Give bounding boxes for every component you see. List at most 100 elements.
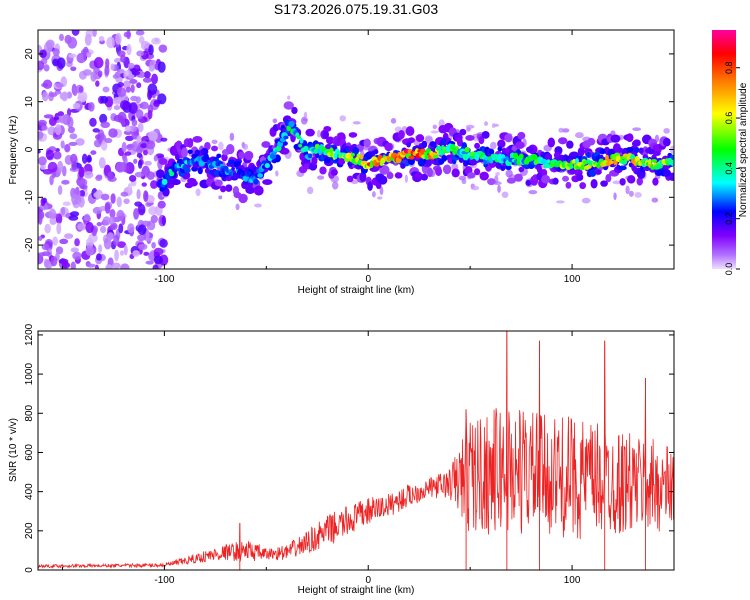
noise-blob — [56, 57, 66, 69]
noise-blob — [48, 208, 57, 220]
faint-blob — [466, 127, 471, 132]
ridge-blob — [187, 137, 194, 148]
ridge-blob — [302, 145, 309, 152]
ridge-blob — [191, 157, 195, 165]
noise-blob — [100, 193, 110, 201]
faint-blob — [470, 185, 480, 191]
noise-blob — [96, 222, 103, 227]
ridge-blob — [638, 147, 644, 154]
ridge-blob — [296, 135, 302, 140]
snr-xtick-label: 0 — [365, 575, 371, 586]
faint-blob — [558, 127, 564, 133]
noise-blob — [148, 206, 158, 216]
ridge-blob — [417, 158, 426, 167]
noise-blob — [71, 193, 79, 206]
ridge-blob — [604, 154, 609, 161]
noise-blob — [52, 58, 60, 67]
ridge-blob — [478, 136, 485, 145]
noise-blob — [148, 130, 159, 141]
noise-blob — [94, 134, 101, 140]
ridge-blob — [590, 178, 598, 189]
noise-blob — [50, 256, 58, 267]
noise-blob — [52, 151, 62, 160]
noise-blob — [124, 125, 132, 132]
ridge-blob — [636, 177, 643, 186]
ridge-blob — [325, 136, 335, 145]
ridge-blob — [441, 154, 448, 162]
ridge-blob — [375, 162, 380, 167]
noise-blob — [77, 195, 85, 208]
noise-blob — [104, 64, 110, 76]
faint-blob — [555, 200, 565, 204]
ridge-blob — [618, 165, 627, 171]
noise-blob — [102, 86, 110, 93]
noise-blob — [85, 221, 94, 234]
noise-blob — [123, 130, 133, 136]
ridge-blob — [359, 154, 364, 160]
ridge-blob — [192, 136, 203, 143]
noise-blob — [38, 119, 47, 127]
noise-blob — [130, 84, 135, 93]
ridge-blob — [610, 134, 621, 143]
noise-blob — [41, 125, 48, 131]
faint-blob — [628, 190, 634, 197]
ridge-blob — [518, 166, 525, 173]
ridge-blob — [220, 185, 227, 193]
noise-blob — [116, 87, 127, 97]
faint-blob — [390, 118, 397, 124]
noise-blob — [119, 100, 130, 111]
ridge-blob — [613, 159, 618, 166]
noise-blob — [145, 260, 154, 265]
ridge-blob — [283, 135, 289, 140]
ridge-blob — [415, 171, 423, 179]
noise-blob — [133, 208, 140, 220]
noise-blob — [78, 166, 85, 179]
noise-blob — [124, 151, 132, 156]
colorbar-tick-label: 0.0 — [724, 263, 734, 276]
noise-blob — [57, 160, 64, 173]
noise-blob — [61, 91, 69, 102]
ridge-blob — [238, 151, 245, 159]
noise-blob — [38, 149, 41, 154]
ridge-blob — [594, 169, 602, 175]
ridge-blob — [246, 170, 252, 176]
noise-blob — [42, 79, 53, 90]
ridge-blob — [506, 177, 516, 184]
noise-blob — [160, 137, 168, 142]
faint-blob — [379, 186, 384, 196]
ridge-blob — [305, 128, 315, 137]
noise-blob — [72, 251, 82, 260]
noise-blob — [119, 250, 125, 256]
noise-blob — [81, 153, 88, 164]
ridge-blob — [589, 169, 597, 177]
noise-blob — [117, 81, 124, 88]
ridge-blob — [642, 154, 649, 160]
noise-blob — [104, 137, 113, 144]
noise-blob — [79, 184, 88, 190]
noise-blob — [70, 153, 78, 164]
noise-blob — [135, 109, 144, 120]
noise-blob — [57, 185, 63, 196]
faint-blob — [495, 171, 501, 176]
snr-ytick-label: 400 — [24, 483, 35, 500]
noise-blob — [59, 33, 64, 42]
ridge-blob — [216, 153, 222, 159]
noise-blob — [95, 80, 100, 87]
noise-blob — [49, 218, 54, 225]
ridge-blob — [158, 158, 168, 165]
spectrogram-ylabel: Frequency (Hz) — [8, 116, 19, 185]
ridge-blob — [576, 173, 584, 182]
noise-blob — [114, 249, 119, 262]
noise-blob — [94, 264, 100, 269]
noise-blob — [107, 171, 114, 181]
ridge-blob — [525, 179, 532, 186]
ridge-blob — [291, 106, 298, 115]
ridge-blob — [467, 172, 476, 179]
noise-blob — [137, 122, 144, 133]
noise-blob — [97, 70, 103, 78]
ridge-blob — [420, 173, 428, 181]
noise-blob — [110, 63, 115, 71]
noise-blob — [145, 229, 150, 240]
colorbar: 0.0 0.2 0.4 0.6 0.8 Normalized spectral ampl… — [712, 30, 749, 275]
noise-blob — [74, 238, 80, 247]
